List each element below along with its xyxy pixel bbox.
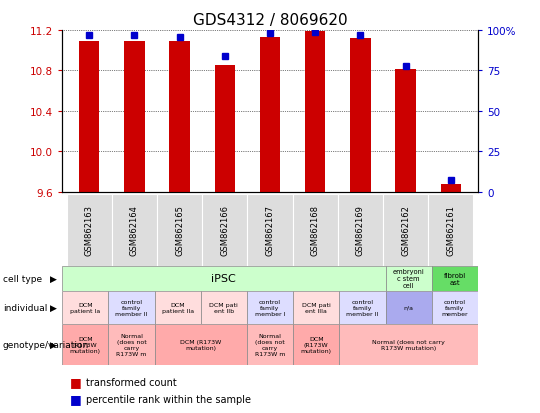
FancyBboxPatch shape [383, 194, 428, 266]
Bar [79, 42, 99, 192]
Bar [305, 32, 326, 192]
Text: GSM862168: GSM862168 [310, 205, 320, 256]
FancyBboxPatch shape [154, 291, 201, 324]
FancyBboxPatch shape [66, 194, 112, 266]
Text: GSM862162: GSM862162 [401, 205, 410, 256]
FancyBboxPatch shape [428, 194, 474, 266]
FancyBboxPatch shape [157, 194, 202, 266]
FancyBboxPatch shape [293, 324, 339, 366]
Text: GSM862163: GSM862163 [85, 205, 94, 256]
Text: n/a: n/a [403, 305, 414, 310]
FancyBboxPatch shape [293, 194, 338, 266]
FancyBboxPatch shape [62, 266, 386, 291]
Text: DCM pati
ent IIb: DCM pati ent IIb [210, 302, 238, 313]
Text: Normal (does not carry
R173W mutation): Normal (does not carry R173W mutation) [372, 339, 445, 350]
Text: GSM862167: GSM862167 [266, 205, 274, 256]
Text: ■: ■ [70, 392, 82, 405]
Text: DCM
(R173W
mutation): DCM (R173W mutation) [70, 337, 100, 353]
Text: iPSC: iPSC [212, 274, 236, 284]
Text: cell type: cell type [3, 274, 42, 283]
Bar [124, 42, 145, 192]
FancyBboxPatch shape [431, 291, 478, 324]
Text: DCM (R173W
mutation): DCM (R173W mutation) [180, 339, 221, 350]
FancyBboxPatch shape [62, 324, 109, 366]
Text: GSM862165: GSM862165 [175, 205, 184, 256]
FancyBboxPatch shape [202, 194, 247, 266]
Text: embryoni
c stem
cell: embryoni c stem cell [393, 269, 424, 289]
FancyBboxPatch shape [109, 291, 154, 324]
Title: GDS4312 / 8069620: GDS4312 / 8069620 [193, 14, 347, 28]
Text: Normal
(does not
carry
R173W m: Normal (does not carry R173W m [255, 334, 285, 356]
FancyBboxPatch shape [201, 291, 247, 324]
Text: GSM862169: GSM862169 [356, 205, 365, 256]
Text: genotype/variation: genotype/variation [3, 340, 89, 349]
FancyBboxPatch shape [338, 194, 383, 266]
FancyBboxPatch shape [247, 291, 293, 324]
Text: DCM
patient Ia: DCM patient Ia [70, 302, 100, 313]
FancyBboxPatch shape [339, 291, 386, 324]
FancyBboxPatch shape [62, 291, 109, 324]
Text: individual: individual [3, 303, 47, 312]
FancyBboxPatch shape [431, 266, 478, 291]
Text: control
family
member I: control family member I [255, 299, 285, 316]
Bar [350, 39, 370, 192]
FancyBboxPatch shape [339, 324, 478, 366]
Text: control
family
member II: control family member II [346, 299, 379, 316]
Text: DCM
patient IIa: DCM patient IIa [161, 302, 194, 313]
Text: control
family
member: control family member [442, 299, 468, 316]
FancyBboxPatch shape [386, 266, 431, 291]
Text: ▶: ▶ [50, 340, 57, 349]
Text: fibrobl
ast: fibrobl ast [444, 272, 466, 285]
Text: GSM862161: GSM862161 [446, 205, 455, 256]
Text: ▶: ▶ [50, 303, 57, 312]
FancyBboxPatch shape [112, 194, 157, 266]
FancyBboxPatch shape [247, 324, 293, 366]
FancyBboxPatch shape [293, 291, 339, 324]
Bar [441, 185, 461, 192]
Text: percentile rank within the sample: percentile rank within the sample [86, 394, 252, 404]
Bar [170, 42, 190, 192]
Text: Normal
(does not
carry
R173W m: Normal (does not carry R173W m [116, 334, 146, 356]
Text: ■: ■ [70, 375, 82, 389]
Text: GSM862164: GSM862164 [130, 205, 139, 256]
FancyBboxPatch shape [154, 324, 247, 366]
Bar [214, 66, 235, 192]
Text: GSM862166: GSM862166 [220, 205, 230, 256]
Text: transformed count: transformed count [86, 377, 177, 387]
Bar [260, 38, 280, 192]
FancyBboxPatch shape [247, 194, 293, 266]
Text: DCM
(R173W
mutation): DCM (R173W mutation) [301, 337, 332, 353]
FancyBboxPatch shape [109, 324, 154, 366]
Text: control
family
member II: control family member II [115, 299, 147, 316]
FancyBboxPatch shape [386, 291, 431, 324]
Text: DCM pati
ent IIIa: DCM pati ent IIIa [302, 302, 330, 313]
Text: ▶: ▶ [50, 274, 57, 283]
Bar [395, 70, 416, 192]
